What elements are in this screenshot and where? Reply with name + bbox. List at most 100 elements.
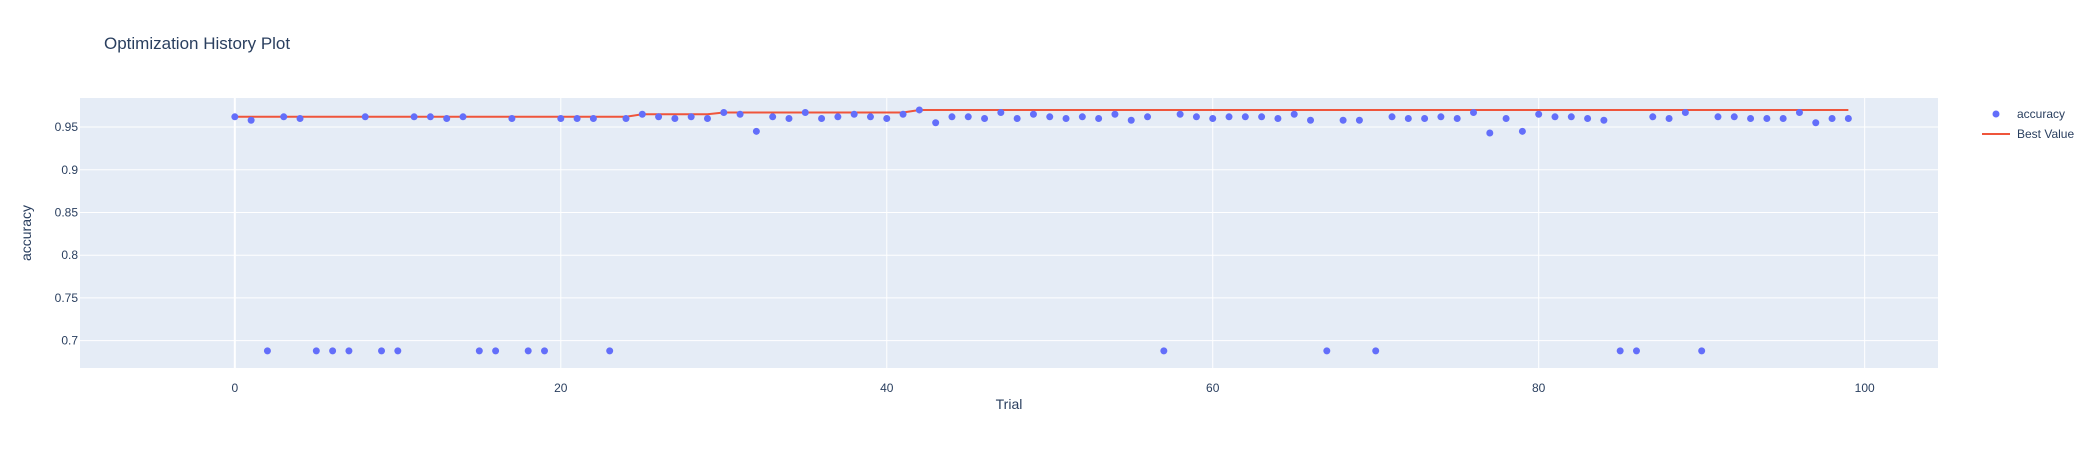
accuracy-point[interactable]: [1290, 110, 1298, 118]
accuracy-point[interactable]: [1681, 109, 1689, 117]
accuracy-point[interactable]: [1779, 115, 1787, 123]
accuracy-point[interactable]: [345, 347, 353, 355]
accuracy-point[interactable]: [671, 115, 679, 123]
accuracy-point[interactable]: [801, 109, 809, 117]
accuracy-point[interactable]: [834, 113, 842, 121]
accuracy-point[interactable]: [1616, 347, 1624, 355]
accuracy-point[interactable]: [1584, 115, 1592, 123]
accuracy-point[interactable]: [1127, 116, 1135, 124]
accuracy-point[interactable]: [361, 113, 369, 121]
accuracy-point[interactable]: [1339, 116, 1347, 124]
accuracy-point[interactable]: [850, 110, 858, 118]
accuracy-point[interactable]: [1698, 347, 1706, 355]
accuracy-point[interactable]: [1551, 113, 1559, 121]
accuracy-point[interactable]: [1632, 347, 1640, 355]
accuracy-point[interactable]: [508, 115, 516, 123]
accuracy-point[interactable]: [378, 347, 386, 355]
accuracy-point[interactable]: [329, 347, 337, 355]
accuracy-point[interactable]: [459, 113, 467, 121]
accuracy-point[interactable]: [752, 127, 760, 135]
accuracy-point[interactable]: [1649, 113, 1657, 121]
accuracy-point[interactable]: [541, 347, 548, 355]
accuracy-point[interactable]: [1421, 115, 1429, 123]
accuracy-point[interactable]: [280, 113, 288, 121]
accuracy-point[interactable]: [1241, 113, 1249, 121]
accuracy-point[interactable]: [1404, 115, 1412, 123]
accuracy-point[interactable]: [1795, 109, 1803, 117]
accuracy-point[interactable]: [703, 115, 711, 123]
accuracy-point[interactable]: [1160, 347, 1168, 355]
accuracy-point[interactable]: [1437, 113, 1445, 121]
accuracy-point[interactable]: [1062, 115, 1070, 123]
accuracy-point[interactable]: [1029, 110, 1037, 118]
accuracy-point[interactable]: [981, 115, 989, 123]
accuracy-point[interactable]: [1470, 109, 1477, 117]
accuracy-point[interactable]: [1192, 113, 1200, 121]
accuracy-point[interactable]: [410, 113, 418, 121]
accuracy-point[interactable]: [296, 115, 304, 123]
accuracy-point[interactable]: [1812, 119, 1820, 127]
accuracy-point[interactable]: [736, 110, 744, 118]
accuracy-point[interactable]: [720, 109, 728, 117]
accuracy-point[interactable]: [394, 347, 402, 355]
accuracy-point[interactable]: [1111, 110, 1119, 118]
accuracy-point[interactable]: [964, 113, 972, 121]
accuracy-point[interactable]: [883, 115, 891, 123]
accuracy-point[interactable]: [1535, 110, 1543, 118]
accuracy-point[interactable]: [932, 119, 940, 127]
accuracy-point[interactable]: [638, 110, 646, 118]
accuracy-point[interactable]: [1307, 116, 1315, 124]
accuracy-point[interactable]: [1567, 113, 1575, 121]
accuracy-point[interactable]: [899, 110, 907, 118]
accuracy-point[interactable]: [1502, 115, 1510, 123]
accuracy-point[interactable]: [231, 113, 239, 121]
accuracy-point[interactable]: [524, 347, 532, 355]
accuracy-point[interactable]: [655, 113, 663, 121]
accuracy-point[interactable]: [1844, 115, 1852, 123]
accuracy-point[interactable]: [1258, 113, 1266, 121]
accuracy-point[interactable]: [1453, 115, 1461, 123]
accuracy-point[interactable]: [1209, 115, 1217, 123]
accuracy-point[interactable]: [1828, 115, 1836, 123]
accuracy-point[interactable]: [769, 113, 777, 121]
accuracy-point[interactable]: [426, 113, 434, 121]
accuracy-point[interactable]: [1372, 347, 1380, 355]
accuracy-point[interactable]: [443, 115, 451, 123]
accuracy-point[interactable]: [247, 116, 255, 124]
accuracy-point[interactable]: [785, 115, 793, 123]
accuracy-point[interactable]: [263, 347, 271, 355]
accuracy-point[interactable]: [948, 113, 956, 121]
accuracy-point[interactable]: [1046, 113, 1054, 121]
accuracy-point[interactable]: [1714, 113, 1722, 121]
accuracy-point[interactable]: [915, 106, 923, 114]
accuracy-point[interactable]: [606, 347, 614, 355]
accuracy-point[interactable]: [1323, 347, 1331, 355]
accuracy-point[interactable]: [1355, 116, 1363, 124]
accuracy-point[interactable]: [1013, 115, 1021, 123]
accuracy-point[interactable]: [997, 109, 1005, 117]
accuracy-point[interactable]: [1176, 110, 1184, 118]
accuracy-point[interactable]: [1600, 116, 1608, 124]
accuracy-point[interactable]: [1388, 113, 1396, 121]
accuracy-point[interactable]: [622, 115, 630, 123]
accuracy-point[interactable]: [1763, 115, 1771, 123]
accuracy-point[interactable]: [687, 113, 695, 121]
accuracy-point[interactable]: [1274, 115, 1282, 123]
accuracy-point[interactable]: [1665, 115, 1673, 123]
accuracy-point[interactable]: [492, 347, 500, 355]
legend-item-accuracy[interactable]: accuracy: [1992, 107, 2066, 121]
accuracy-point[interactable]: [1144, 113, 1152, 121]
accuracy-point[interactable]: [866, 113, 874, 121]
legend-item-best-value[interactable]: Best Value: [1982, 127, 2074, 141]
accuracy-point[interactable]: [1486, 129, 1494, 137]
accuracy-point[interactable]: [1078, 113, 1086, 121]
accuracy-point[interactable]: [1730, 113, 1738, 121]
accuracy-point[interactable]: [589, 115, 597, 123]
accuracy-point[interactable]: [818, 115, 826, 123]
accuracy-point[interactable]: [1095, 115, 1103, 123]
accuracy-point[interactable]: [312, 347, 320, 355]
accuracy-point[interactable]: [475, 347, 483, 355]
accuracy-point[interactable]: [573, 115, 581, 123]
accuracy-point[interactable]: [1747, 115, 1755, 123]
accuracy-point[interactable]: [557, 115, 565, 123]
